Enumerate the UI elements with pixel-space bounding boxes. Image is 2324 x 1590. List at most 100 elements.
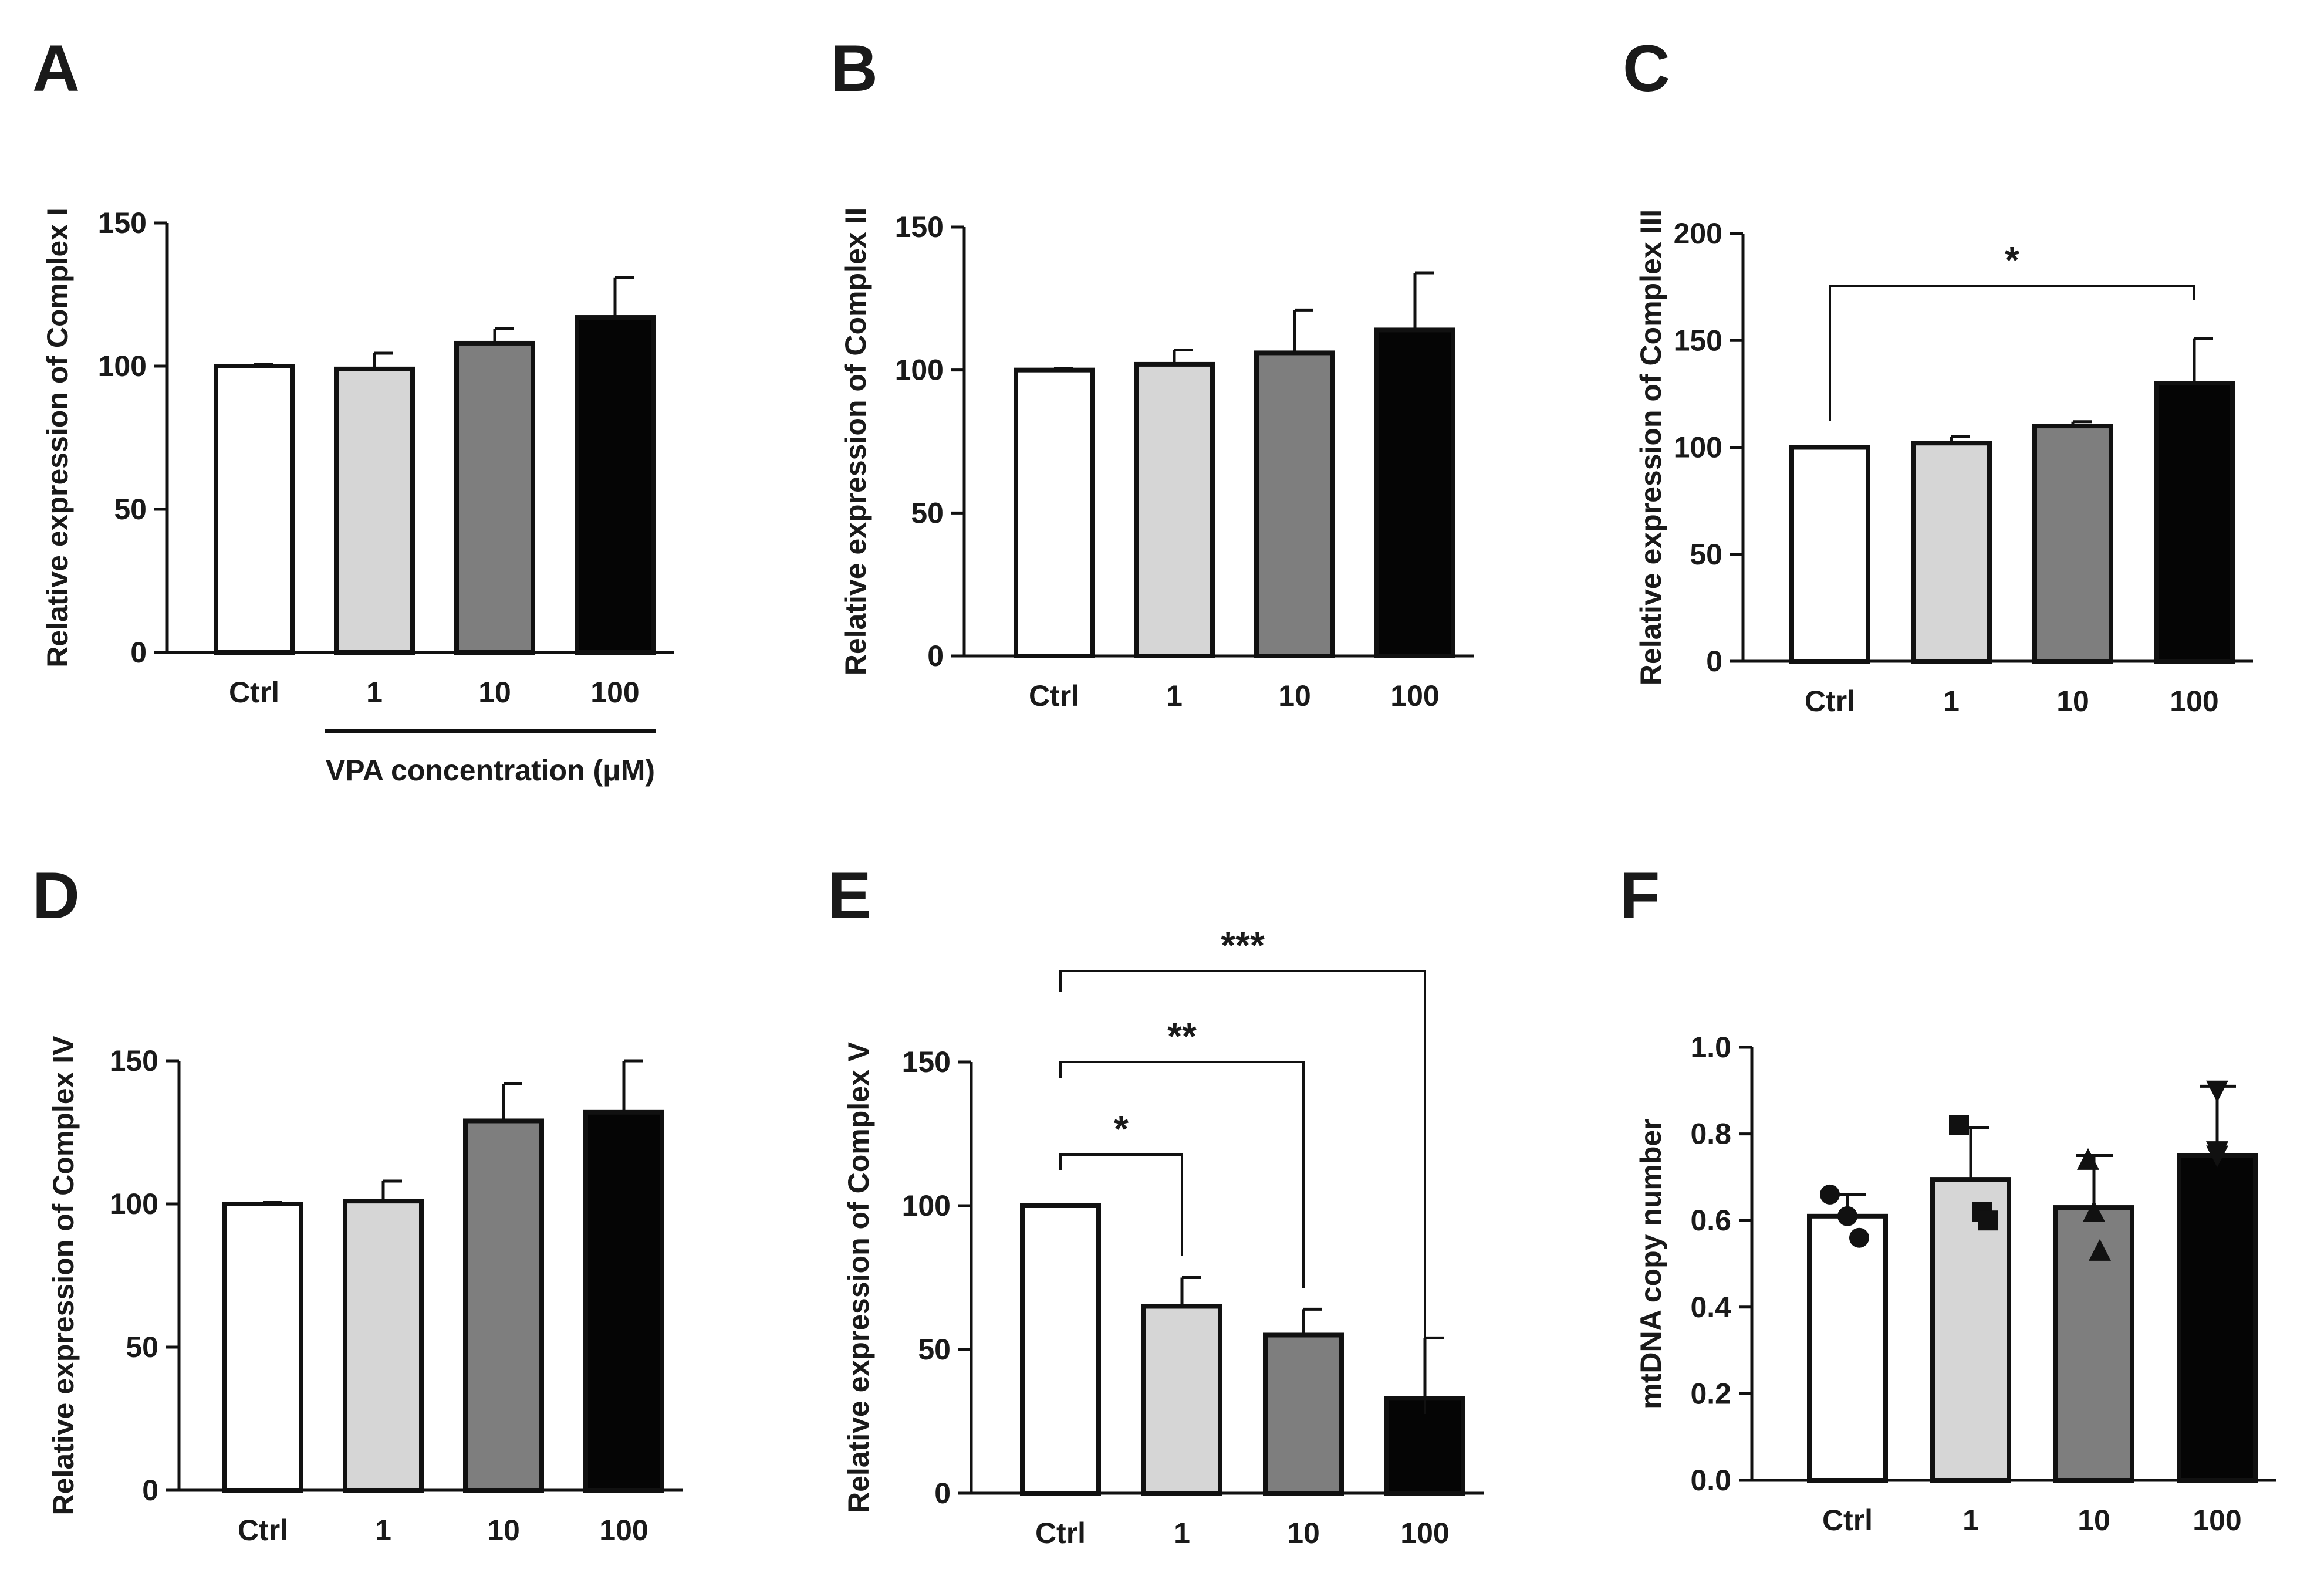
bar: [1141, 1304, 1222, 1496]
panel-letter: F: [1620, 859, 1660, 932]
bar: [1254, 350, 1335, 658]
x-tick-label: 100: [1390, 679, 1439, 712]
x-tick-label: 1: [1943, 685, 1960, 718]
panel-a: A 0 50 100 150 Relative expression of Complex…: [32, 32, 674, 787]
panel-letter: B: [830, 32, 878, 105]
y-tick-label: 200: [1674, 217, 1722, 250]
y-tick-label: 100: [902, 1189, 951, 1222]
bar: [222, 1202, 303, 1493]
significance-bracket: [1059, 970, 1426, 1414]
panel-b: B 0 50 100 150 Relative expression of Complex…: [830, 32, 1474, 712]
y-axis-title: Relative expression of Complex I: [41, 208, 74, 668]
x-tick-label: 1: [375, 1514, 391, 1547]
y-tick-label: 0: [1706, 645, 1722, 678]
bar: [2177, 1153, 2258, 1483]
data-point: [1949, 1115, 1969, 1135]
x-tick-label: Ctrl: [1822, 1504, 1873, 1537]
significance-label: **: [1167, 1015, 1197, 1057]
significance-label: *: [2005, 239, 2019, 281]
bar: [2032, 424, 2113, 664]
y-tick-label: 50: [918, 1333, 951, 1366]
data-point: [1978, 1210, 1998, 1231]
bar: [1911, 441, 1992, 664]
bar: [1020, 1203, 1101, 1496]
group-label: VPA concentration (μM): [326, 754, 655, 787]
bar: [2053, 1205, 2134, 1483]
y-tick-label: 0: [130, 636, 147, 669]
x-tick-label: 100: [599, 1514, 648, 1547]
panel-d: D 0 50 100 150 Relative expression of Complex…: [32, 859, 683, 1547]
x-tick-label: 100: [2170, 685, 2218, 718]
y-tick-label: 50: [1690, 538, 1722, 571]
y-tick-label: 50: [126, 1331, 158, 1364]
y-tick-label: 0.4: [1690, 1291, 1731, 1324]
panel-letter: E: [827, 859, 872, 932]
data-point: [1837, 1206, 1857, 1226]
y-tick-label: 0: [934, 1477, 951, 1510]
x-tick-label: 10: [2078, 1504, 2110, 1537]
y-tick-label: 0.6: [1690, 1204, 1731, 1237]
data-point: [2083, 1200, 2105, 1222]
y-tick-label: 150: [110, 1044, 158, 1077]
x-tick-label: 100: [1400, 1517, 1449, 1550]
x-tick-label: 10: [2056, 685, 2089, 718]
y-tick-label: 0.8: [1690, 1118, 1731, 1151]
y-axis-title: Relative expression of Complex V: [842, 1041, 875, 1513]
y-tick-label: 150: [902, 1046, 951, 1078]
x-tick-label: Ctrl: [229, 676, 279, 709]
significance-label: ***: [1221, 924, 1265, 966]
y-axis-title: Relative expression of Complex II: [839, 208, 872, 676]
bar: [575, 315, 656, 655]
y-tick-label: 50: [114, 493, 147, 526]
data-point: [2206, 1080, 2228, 1102]
y-tick-label: 0.0: [1690, 1464, 1731, 1497]
bar: [214, 364, 295, 655]
significance-bracket: [1059, 1153, 1183, 1256]
data-point: [2206, 1145, 2228, 1168]
significance-label: *: [1114, 1108, 1129, 1150]
bar: [454, 340, 535, 655]
y-tick-label: 150: [1674, 324, 1722, 357]
y-axis-title: Relative expression of Complex IV: [47, 1036, 80, 1515]
bar: [1014, 367, 1095, 659]
y-tick-label: 50: [911, 496, 944, 529]
y-tick-label: 100: [895, 354, 944, 387]
y-tick-label: 0: [927, 640, 944, 672]
bar: [1789, 445, 1870, 664]
bar: [1374, 327, 1455, 658]
bar: [334, 366, 415, 655]
x-tick-label: 1: [1174, 1517, 1190, 1550]
x-tick-label: 10: [487, 1514, 520, 1547]
significance-bracket: [1829, 285, 2195, 421]
data-point: [2089, 1239, 2111, 1261]
panel-letter: D: [32, 859, 80, 932]
x-tick-label: Ctrl: [1805, 685, 1855, 718]
bar: [1807, 1213, 1888, 1483]
y-tick-label: 100: [1674, 431, 1722, 464]
y-axis-title: Relative expression of Complex III: [1634, 209, 1667, 685]
y-tick-label: 0.2: [1690, 1377, 1731, 1410]
panel-letter: C: [1623, 32, 1670, 105]
y-tick-label: 150: [895, 211, 944, 243]
y-tick-label: 150: [98, 207, 147, 239]
x-tick-label: 100: [2193, 1504, 2241, 1537]
significance-bracket: [1059, 1061, 1305, 1288]
y-tick-label: 1.0: [1690, 1031, 1731, 1064]
bar: [343, 1199, 424, 1493]
data-point: [2077, 1148, 2099, 1170]
y-axis-title: mtDNA copy number: [1634, 1118, 1667, 1409]
panel-letter: A: [32, 32, 80, 105]
x-tick-label: Ctrl: [238, 1514, 288, 1547]
x-tick-label: 1: [366, 676, 383, 709]
x-tick-label: 10: [1278, 679, 1311, 712]
x-tick-label: 10: [1287, 1517, 1320, 1550]
x-tick-label: 100: [590, 676, 639, 709]
x-tick-label: 1: [1962, 1504, 1979, 1537]
x-tick-label: Ctrl: [1035, 1517, 1086, 1550]
y-tick-label: 0: [142, 1474, 158, 1507]
x-tick-label: 1: [1166, 679, 1183, 712]
data-point: [1820, 1184, 1840, 1205]
data-point: [1849, 1227, 1869, 1248]
